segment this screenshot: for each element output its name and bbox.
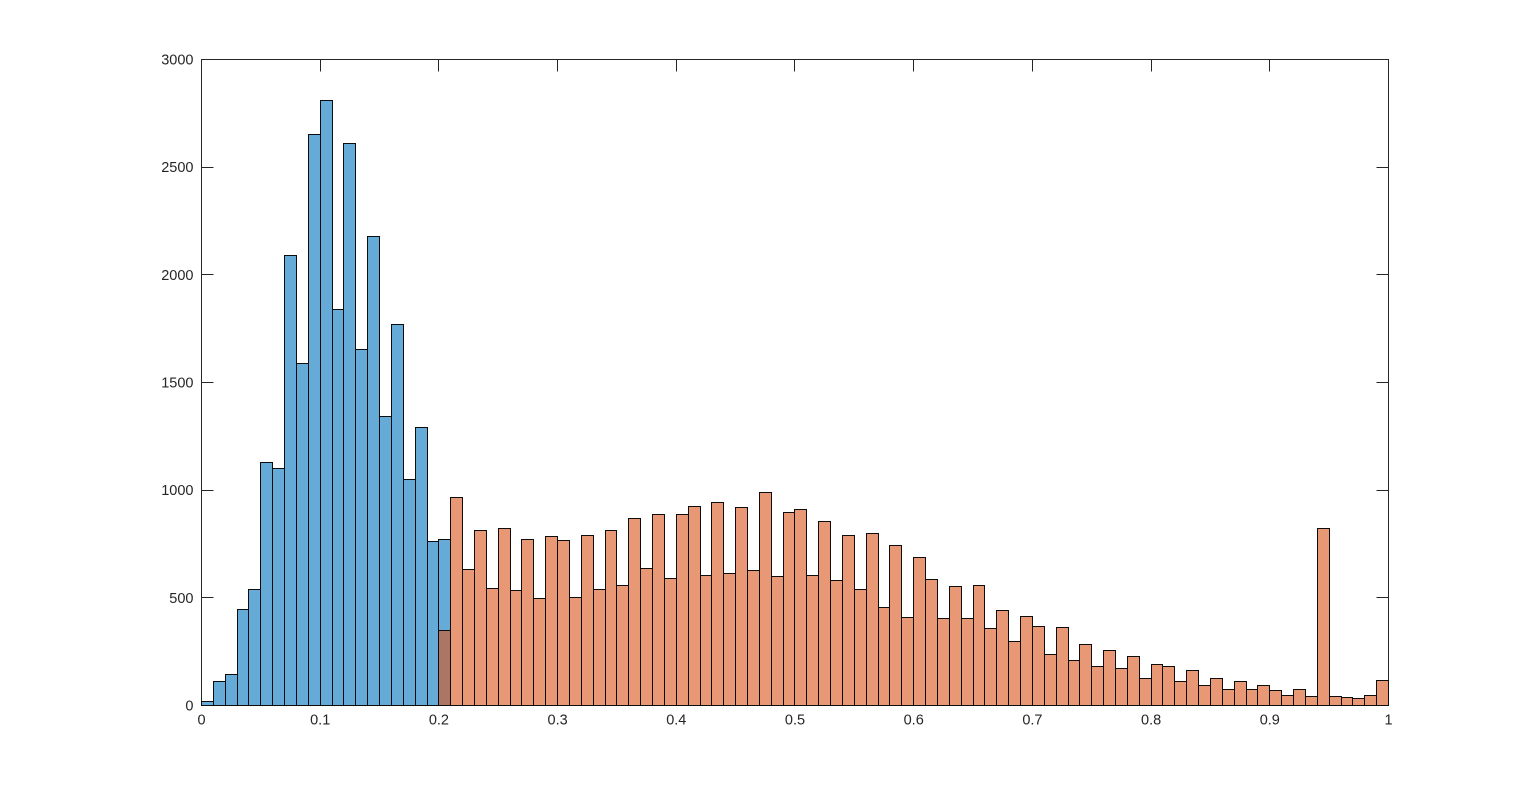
svg-text:1: 1 [1384,713,1392,729]
svg-text:0: 0 [197,713,205,729]
svg-text:0.8: 0.8 [1141,713,1161,729]
svg-text:0.1: 0.1 [310,713,330,729]
svg-text:1000: 1000 [161,483,193,499]
svg-text:0.2: 0.2 [429,713,449,729]
svg-text:0.5: 0.5 [785,713,805,729]
svg-text:0: 0 [185,699,193,715]
svg-text:500: 500 [169,591,193,607]
svg-text:0.6: 0.6 [904,713,924,729]
svg-text:2000: 2000 [161,268,193,284]
svg-text:1500: 1500 [161,376,193,392]
svg-text:3000: 3000 [161,53,193,69]
svg-text:0.3: 0.3 [548,713,568,729]
svg-text:2500: 2500 [161,160,193,176]
svg-text:0.7: 0.7 [1022,713,1042,729]
svg-text:0.9: 0.9 [1260,713,1280,729]
svg-text:0.4: 0.4 [666,713,686,729]
